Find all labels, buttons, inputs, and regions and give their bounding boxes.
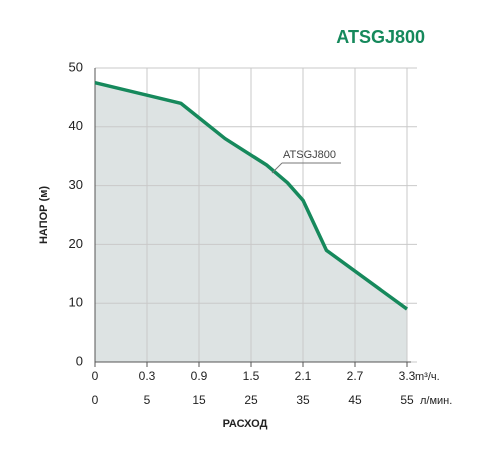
x-tick-label: 35 xyxy=(296,393,310,407)
curve xyxy=(94,80,409,311)
x-tick-label: 45 xyxy=(348,393,362,407)
y-tick-label: 20 xyxy=(69,236,83,251)
x-tick-label: 0 xyxy=(92,393,99,407)
y-tick-label: 0 xyxy=(76,353,83,368)
x2-tick-label: 2.1 xyxy=(295,369,312,383)
y-tick-label: 10 xyxy=(69,295,83,310)
y-tick-label: 30 xyxy=(69,177,83,192)
x2-tick-label: 0 xyxy=(92,369,99,383)
x2-tick-label: 1.5 xyxy=(243,369,260,383)
x2-tick-label: 3.3 xyxy=(399,369,416,383)
y-tick-label: 40 xyxy=(69,118,83,133)
x-tick-label: 5 xyxy=(144,393,151,407)
x2-tick-label: 0.9 xyxy=(191,369,208,383)
x-tick-label: 55 xyxy=(400,393,414,407)
x-tick-label: 15 xyxy=(192,393,206,407)
x2-tick-label: 2.7 xyxy=(347,369,364,383)
x-axis-label: РАСХОД xyxy=(223,418,268,430)
x-tick-label: 25 xyxy=(244,393,258,407)
y-axis-label: НАПОР (м) xyxy=(38,186,50,244)
x2-unit: m³/ч. xyxy=(415,371,440,383)
chart-title: ATSGJ800 xyxy=(336,27,425,47)
x-unit: л/мин. xyxy=(420,395,452,407)
leader-line xyxy=(271,162,283,174)
y-tick-label: 50 xyxy=(69,59,83,74)
series-label: ATSGJ800 xyxy=(283,149,336,161)
x2-tick-label: 0.3 xyxy=(139,369,156,383)
